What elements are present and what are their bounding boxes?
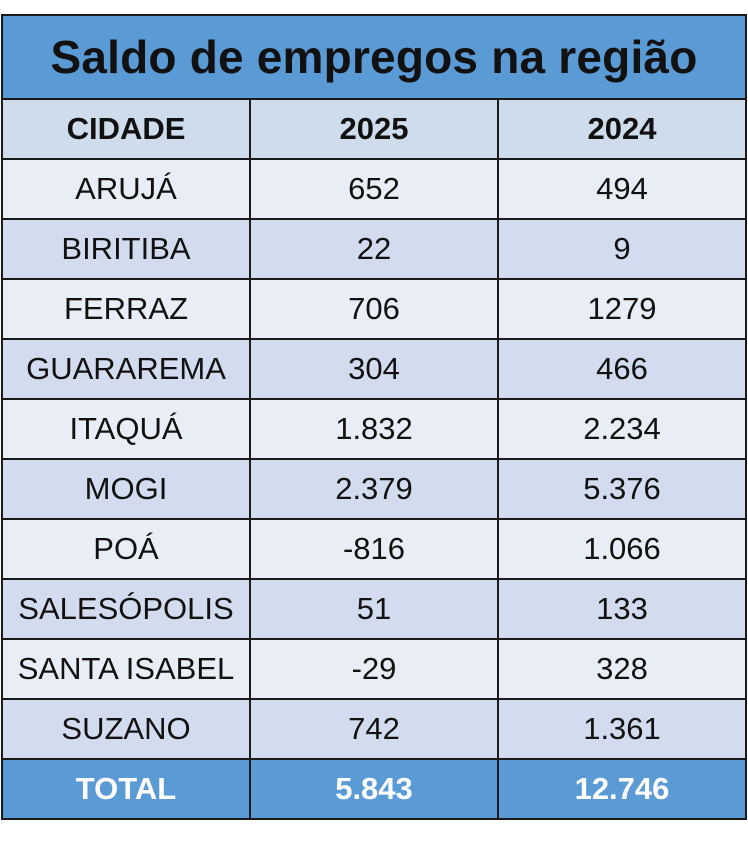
cell-2025: 742 <box>249 698 499 760</box>
table-row: BIRITIBA 22 9 <box>1 218 747 280</box>
total-row: TOTAL 5.843 12.746 <box>1 758 747 820</box>
table-row: ARUJÁ 652 494 <box>1 158 747 220</box>
cell-cidade: POÁ <box>1 518 251 580</box>
column-header-cidade: CIDADE <box>1 98 251 160</box>
cell-2025: 22 <box>249 218 499 280</box>
cell-2024: 328 <box>497 638 747 700</box>
cell-2025: 1.832 <box>249 398 499 460</box>
title-row: Saldo de empregos na região <box>1 14 747 100</box>
table-row: SALESÓPOLIS 51 133 <box>1 578 747 640</box>
table-row: MOGI 2.379 5.376 <box>1 458 747 520</box>
total-2024: 12.746 <box>497 758 747 820</box>
table-row: GUARAREMA 304 466 <box>1 338 747 400</box>
table-row: FERRAZ 706 1279 <box>1 278 747 340</box>
cell-cidade: SUZANO <box>1 698 251 760</box>
cell-2025: 2.379 <box>249 458 499 520</box>
cell-cidade: BIRITIBA <box>1 218 251 280</box>
cell-2024: 5.376 <box>497 458 747 520</box>
cell-2024: 1279 <box>497 278 747 340</box>
cell-cidade: SANTA ISABEL <box>1 638 251 700</box>
cell-2025: 706 <box>249 278 499 340</box>
cell-2024: 494 <box>497 158 747 220</box>
cell-2025: 51 <box>249 578 499 640</box>
table-row: POÁ -816 1.066 <box>1 518 747 580</box>
cell-2024: 466 <box>497 338 747 400</box>
total-label: TOTAL <box>1 758 251 820</box>
cell-2025: -816 <box>249 518 499 580</box>
cell-2024: 1.361 <box>497 698 747 760</box>
cell-2024: 133 <box>497 578 747 640</box>
cell-cidade: ITAQUÁ <box>1 398 251 460</box>
column-header-2025: 2025 <box>249 98 499 160</box>
table-row: SANTA ISABEL -29 328 <box>1 638 747 700</box>
cell-2024: 1.066 <box>497 518 747 580</box>
cell-2025: 304 <box>249 338 499 400</box>
cell-cidade: ARUJÁ <box>1 158 251 220</box>
cell-2024: 2.234 <box>497 398 747 460</box>
cell-2025: 652 <box>249 158 499 220</box>
cell-cidade: SALESÓPOLIS <box>1 578 251 640</box>
column-header-2024: 2024 <box>497 98 747 160</box>
cell-cidade: GUARAREMA <box>1 338 251 400</box>
total-2025: 5.843 <box>249 758 499 820</box>
cell-cidade: MOGI <box>1 458 251 520</box>
cell-2024: 9 <box>497 218 747 280</box>
header-row: CIDADE 2025 2024 <box>1 98 747 160</box>
cell-2025: -29 <box>249 638 499 700</box>
table-row: ITAQUÁ 1.832 2.234 <box>1 398 747 460</box>
table-title: Saldo de empregos na região <box>1 14 747 100</box>
cell-cidade: FERRAZ <box>1 278 251 340</box>
jobs-balance-table: Saldo de empregos na região CIDADE 2025 … <box>1 14 747 820</box>
table-row: SUZANO 742 1.361 <box>1 698 747 760</box>
